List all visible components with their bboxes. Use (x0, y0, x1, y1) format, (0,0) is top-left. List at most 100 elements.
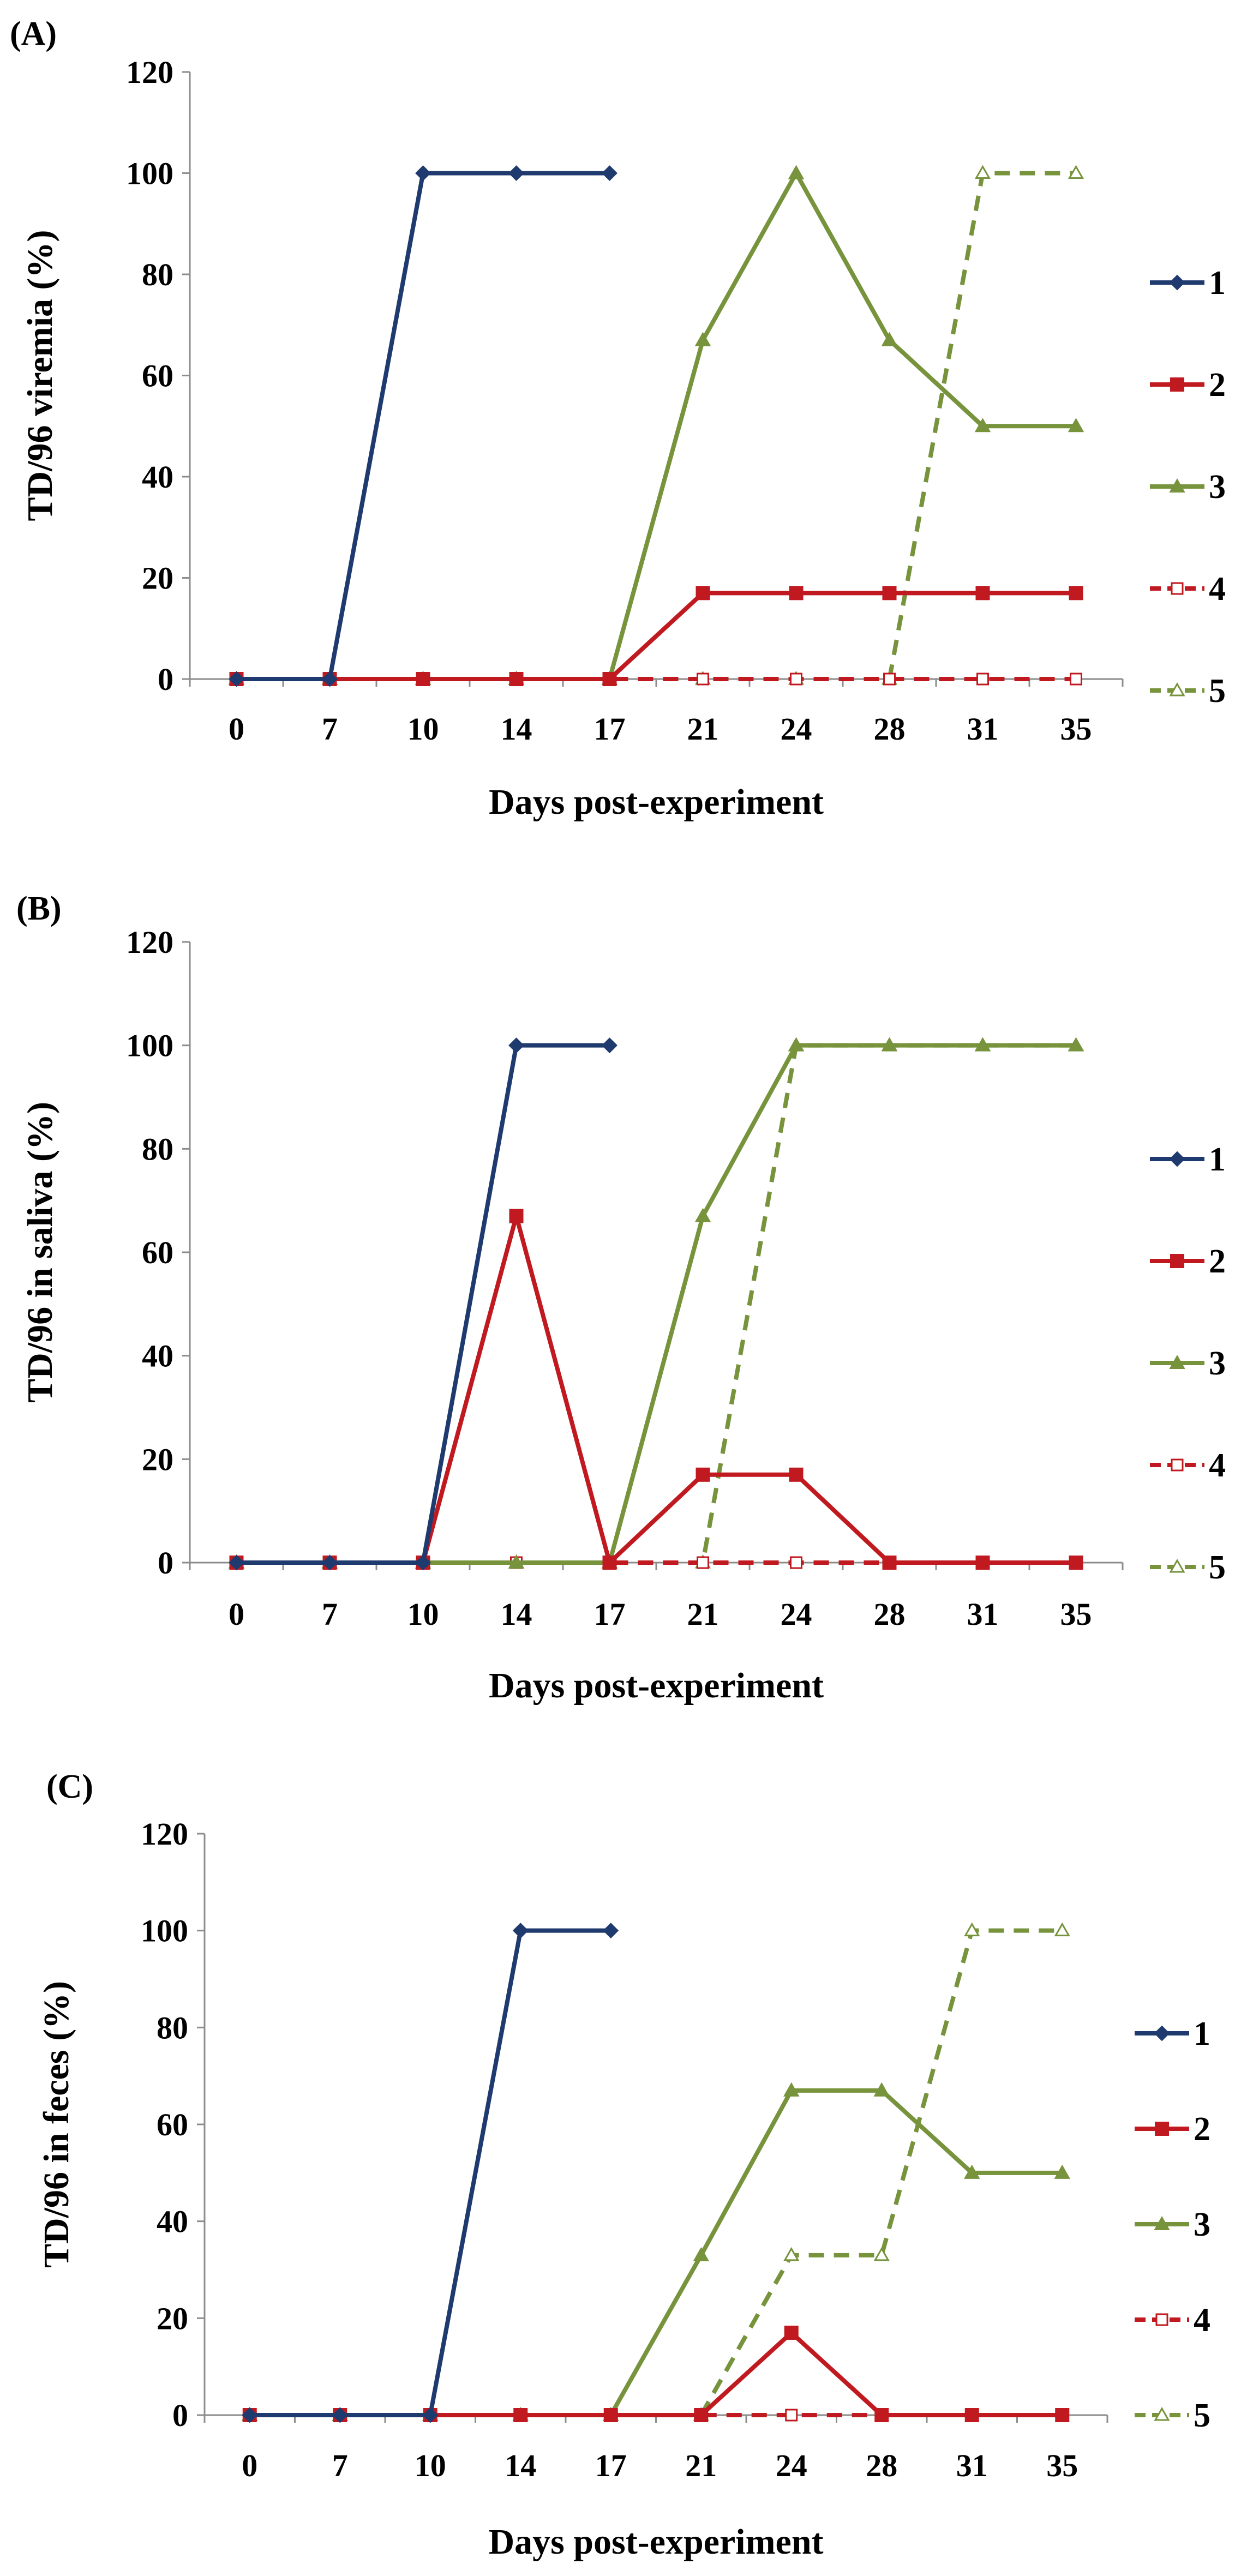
y-tick-label: 60 (142, 1235, 173, 1270)
series-2-point (1055, 2408, 1070, 2422)
y-tick-label: 80 (142, 257, 173, 292)
y-tick-label: 40 (157, 2204, 188, 2239)
x-tick-label: 10 (407, 711, 439, 747)
legend-item-3: 3 (1135, 2206, 1210, 2243)
legend-swatch-marker (1171, 582, 1184, 595)
series-3-point (881, 332, 898, 346)
series-2-point (784, 2325, 799, 2340)
series-3-point (694, 1208, 711, 1222)
legend: 1 2 3 4 5 (1150, 1141, 1226, 1586)
panel-label: (A) (10, 15, 57, 52)
series-1-point (422, 2407, 439, 2423)
legend-item-3: 3 (1150, 469, 1226, 506)
series-3-point (1068, 418, 1084, 433)
series-3-point (783, 2082, 800, 2097)
y-tick-label: 60 (142, 358, 173, 394)
x-tick-label: 21 (687, 1596, 719, 1632)
legend: 1 2 3 4 5 (1150, 265, 1226, 710)
series-5-point (873, 2247, 890, 2261)
y-tick-label: 60 (157, 2107, 188, 2142)
series-1-point (415, 1554, 431, 1571)
series-2-point (789, 586, 804, 601)
series-1-point (322, 671, 338, 687)
series-2-point (1069, 1556, 1083, 1570)
series-1-point (508, 1037, 524, 1054)
x-tick-label: 14 (501, 711, 532, 747)
series-4-point (790, 1556, 802, 1569)
series-2-point (513, 2408, 528, 2422)
legend-swatch-marker (1154, 2406, 1170, 2421)
x-axis-title: Days post-experiment (489, 1666, 824, 1706)
legend-item-5: 5 (1135, 2397, 1210, 2434)
x-tick-label: 7 (332, 2448, 348, 2483)
y-axis-title: TD/96 in saliva (%) (20, 1102, 60, 1403)
series-3-point (1054, 2164, 1070, 2179)
series-1-point (322, 1554, 338, 1571)
series-3-point (974, 1037, 991, 1052)
x-tick-label: 0 (242, 2448, 257, 2483)
legend-swatch-marker (1155, 2122, 1169, 2136)
y-tick-label: 100 (126, 1028, 173, 1064)
y-tick-label: 0 (172, 2398, 188, 2433)
legend-label: 5 (1209, 672, 1226, 710)
y-axis-title: TD/96 in feces (%) (37, 1981, 76, 2268)
x-tick-label: 35 (1060, 711, 1092, 747)
series-1 (229, 165, 617, 687)
series-4-point (1070, 672, 1082, 686)
legend-item-5: 5 (1150, 1549, 1226, 1586)
series-3-point (788, 1037, 805, 1052)
series-2-point (789, 1467, 804, 1482)
x-tick-label: 14 (501, 1596, 532, 1632)
series-5 (228, 165, 1084, 685)
y-tick-label: 100 (126, 156, 173, 191)
series-1-line (236, 1043, 610, 1565)
series-5-point (974, 165, 991, 179)
legend-swatch-marker (1170, 377, 1184, 392)
y-tick-label: 120 (141, 1816, 188, 1852)
x-tick-label: 10 (415, 2448, 446, 2483)
series-5-line (236, 1043, 1076, 1565)
y-tick-label: 100 (141, 1913, 188, 1949)
x-tick-label: 24 (781, 711, 812, 747)
series-2-point (416, 672, 430, 686)
series-2-point (509, 672, 524, 686)
y-tick-label: 20 (142, 561, 173, 596)
series-3-point (873, 2082, 890, 2097)
series-3-line (236, 1043, 1076, 1565)
series-4-point (883, 672, 896, 686)
legend-item-2: 2 (1135, 2111, 1210, 2148)
series-4-point (785, 2409, 798, 2422)
series-1-point (332, 2407, 348, 2423)
legend-swatch-marker (1155, 2313, 1168, 2326)
series-2-point (602, 1556, 617, 1570)
x-tick-label: 24 (781, 1596, 812, 1632)
legend-swatch-marker (1169, 478, 1185, 493)
series-2-point (975, 586, 990, 601)
series-3-point (694, 332, 711, 346)
series-1-point (602, 1037, 617, 1054)
panel-label: (C) (46, 1768, 93, 1805)
legend-label: 3 (1194, 2206, 1210, 2243)
legend-item-1: 1 (1150, 265, 1226, 302)
series-5 (228, 1037, 1084, 1569)
series-4-point (976, 672, 989, 686)
x-tick-label: 7 (322, 711, 338, 747)
legend-label: 3 (1209, 1345, 1226, 1382)
series-2-point (964, 2408, 979, 2422)
series-3-point (788, 165, 805, 179)
y-axis-title: TD/96 viremia (%) (20, 230, 60, 521)
y-tick-label: 0 (158, 1545, 173, 1581)
legend-swatch-marker (1154, 2025, 1170, 2041)
series-5 (242, 1922, 1070, 2421)
y-tick-label: 20 (142, 1442, 173, 1477)
x-axis-title: Days post-experiment (489, 782, 824, 822)
series-1-point (415, 165, 431, 181)
y-tick-label: 120 (126, 55, 173, 90)
x-axis-title: Days post-experiment (488, 2522, 823, 2562)
series-2-line (249, 2330, 1063, 2417)
x-tick-label: 14 (505, 2448, 536, 2483)
legend-swatch-marker (1169, 682, 1185, 696)
x-tick-label: 31 (967, 1596, 999, 1632)
series-4-point (790, 672, 802, 686)
